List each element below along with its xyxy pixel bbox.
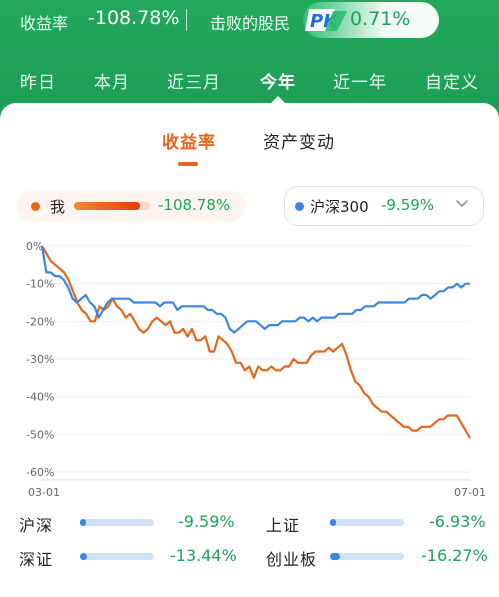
beat-label: 击败的股民 xyxy=(210,14,291,33)
x-tick-label: 07-01 xyxy=(454,486,486,499)
legend-me-label: 我 xyxy=(50,198,66,216)
index-bar-track xyxy=(330,519,404,526)
index-value-cyb: -16.27% xyxy=(421,546,488,565)
series-line xyxy=(41,245,471,439)
y-tick-label: -10% xyxy=(26,278,54,291)
chevron-down-icon[interactable] xyxy=(454,196,470,212)
tab-three-months[interactable]: 近三月 xyxy=(167,73,221,93)
return-value: -108.78% xyxy=(88,7,180,29)
legend-me-value: -108.78% xyxy=(158,196,231,214)
period-tabs: 昨日 本月 近三月 今年 近一年 自定义 xyxy=(0,60,499,100)
benchmark-select[interactable] xyxy=(284,186,484,226)
benchmark-label: 沪深300 xyxy=(310,198,369,216)
stats-bar: 收益率 -108.78% 击败的股民 PK 0.71% xyxy=(0,0,499,40)
tab-custom[interactable]: 自定义 xyxy=(425,73,479,93)
benchmark-dot-icon xyxy=(295,202,304,211)
me-dot-icon xyxy=(31,202,40,211)
series-line xyxy=(40,245,470,334)
index-bar-track xyxy=(80,553,154,560)
index-bar-track xyxy=(80,519,154,526)
pk-logo-icon: PK xyxy=(305,9,347,32)
y-tick-label: -60% xyxy=(26,466,54,479)
segment-assets[interactable]: 资产变动 xyxy=(263,133,335,153)
tab-one-year[interactable]: 近一年 xyxy=(333,73,387,93)
y-tick-label: 0% xyxy=(26,240,43,253)
index-value-hs: -9.59% xyxy=(178,512,235,531)
index-bar-fill xyxy=(80,553,87,560)
stats-divider xyxy=(186,9,187,31)
segment-return[interactable]: 收益率 xyxy=(162,133,216,153)
x-tick-label: 03-01 xyxy=(28,486,60,499)
index-value-sh: -6.93% xyxy=(429,512,486,531)
return-label: 收益率 xyxy=(20,14,69,33)
y-tick-label: -50% xyxy=(26,428,54,441)
returns-line-chart: 0% -10% -20% -30% -40% -50% -60% 03-01 07-01 xyxy=(26,240,486,499)
benchmark-value: -9.59% xyxy=(381,196,435,214)
tab-this-year[interactable]: 今年 xyxy=(260,73,296,93)
y-tick-label: -40% xyxy=(26,391,54,404)
index-name-sz: 深证 xyxy=(19,550,54,569)
index-name-hs: 沪深 xyxy=(19,516,54,535)
beat-value: 0.71% xyxy=(350,8,411,30)
index-bar-fill xyxy=(80,519,86,526)
y-tick-label: -30% xyxy=(26,353,54,366)
y-tick-label: -20% xyxy=(26,315,54,328)
index-bar-fill xyxy=(330,519,336,526)
tab-yesterday[interactable]: 昨日 xyxy=(20,73,56,93)
index-bar-track xyxy=(330,553,404,560)
tab-this-month[interactable]: 本月 xyxy=(94,73,130,93)
me-bar-fill xyxy=(74,202,140,210)
index-name-sh: 上证 xyxy=(266,516,301,535)
index-bar-fill xyxy=(330,553,340,560)
segment-underline xyxy=(178,162,198,166)
index-name-cyb: 创业板 xyxy=(266,550,318,569)
active-tab-caret-icon xyxy=(271,96,285,103)
header-panel: 收益率 -108.78% 击败的股民 PK 0.71% 昨日 本月 近三月 今年… xyxy=(0,0,499,110)
content-card xyxy=(0,103,499,597)
index-value-sz: -13.44% xyxy=(170,546,237,565)
